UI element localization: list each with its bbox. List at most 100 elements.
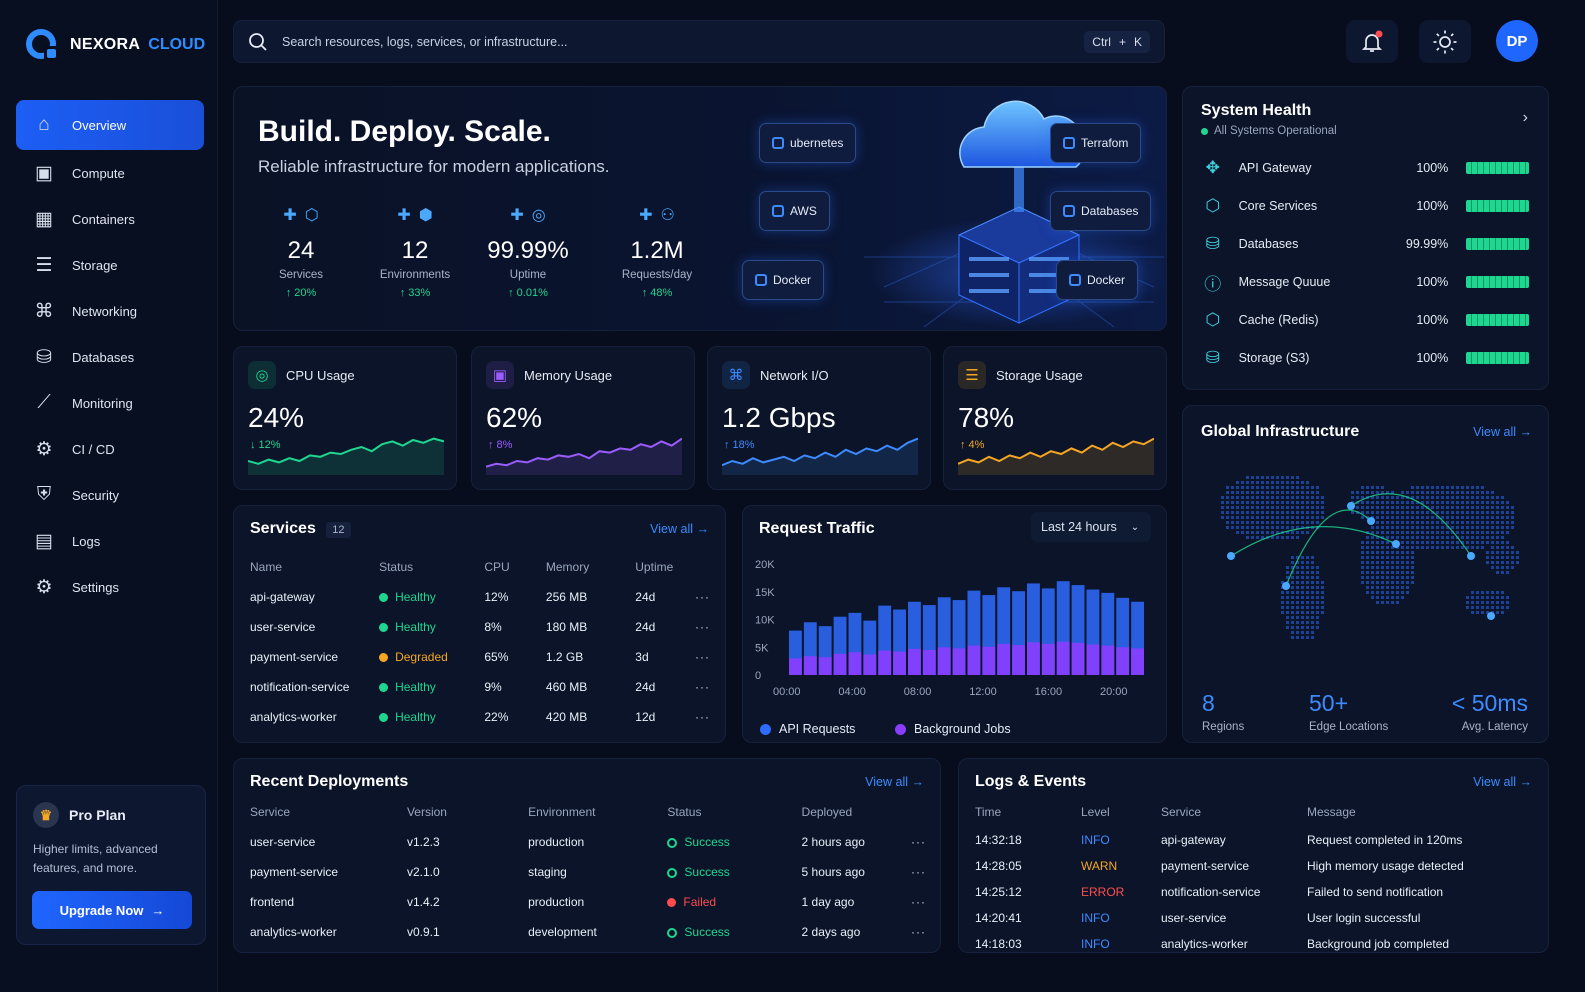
map-dot (1306, 631, 1309, 634)
map-dot (1266, 496, 1269, 499)
sidebar-item-networking[interactable]: ⌘ Networking (16, 288, 204, 334)
metric-sparkline (958, 437, 1154, 475)
services-view-all-link[interactable]: View all → (650, 522, 709, 536)
map-dot (1391, 526, 1394, 529)
user-avatar[interactable]: DP (1496, 20, 1538, 62)
notifications-button[interactable] (1346, 20, 1398, 63)
sidebar-item-logs[interactable]: ▤ Logs (16, 518, 204, 564)
sidebar-item-compute[interactable]: ▣ Compute (16, 150, 204, 196)
more-options-icon[interactable]: ··· (695, 710, 710, 724)
map-dot (1431, 516, 1434, 519)
map-dot (1411, 501, 1414, 504)
more-options-icon[interactable]: ··· (911, 835, 926, 849)
chevron-right-icon[interactable]: › (1522, 109, 1528, 126)
table-row[interactable]: user-service v1.2.3 production Success 2 hou… (250, 827, 926, 857)
metric-card-cpu-usage[interactable]: ◎ CPU Usage 24% ↓ 12% (233, 346, 457, 490)
sidebar-item-settings[interactable]: ⚙ Settings (16, 564, 204, 610)
map-dot (1406, 541, 1409, 544)
map-dot (1306, 636, 1309, 639)
map-dot (1301, 591, 1304, 594)
table-row[interactable]: analytics-worker v0.9.1 development Success… (250, 917, 926, 947)
global-view-all-link[interactable]: View all → (1473, 425, 1532, 439)
metric-card-storage-usage[interactable]: ☰ Storage Usage 78% ↑ 4% (943, 346, 1167, 490)
map-dot (1411, 556, 1414, 559)
map-dot (1291, 566, 1294, 569)
sidebar-item-ci-cd[interactable]: ⚙ CI / CD (16, 426, 204, 472)
sidebar-item-security[interactable]: ⛨ Security (16, 472, 204, 518)
brand-logo[interactable]: NEXORA CLOUD (24, 26, 205, 64)
chip-databases[interactable]: Databases (1050, 191, 1152, 231)
health-row[interactable]: ⬡ Cache (Redis) 100% (1203, 301, 1530, 339)
health-row[interactable]: ⬡ Core Services 100% (1203, 187, 1530, 225)
more-options-icon[interactable]: ··· (695, 650, 710, 664)
map-dot (1246, 511, 1249, 514)
log-row[interactable]: 14:20:41 INFO user-service User login succe… (975, 905, 1535, 931)
sidebar-item-databases[interactable]: ⛁ Databases (16, 334, 204, 380)
chip-kubernetes[interactable]: ubernetes (759, 123, 857, 163)
metric-header: ☰ Storage Usage (958, 361, 1083, 389)
health-row[interactable]: ⛁ Databases 99.99% (1203, 225, 1530, 263)
map-dot (1236, 501, 1239, 504)
more-options-icon[interactable]: ··· (911, 865, 926, 879)
health-row[interactable]: ✥ API Gateway 100% (1203, 149, 1530, 187)
map-dot (1281, 521, 1284, 524)
sidebar-item-overview[interactable]: ⌂ Overview (16, 100, 204, 150)
more-options-icon[interactable]: ··· (695, 620, 710, 634)
cube-icon: ⬢ (418, 207, 433, 224)
chip-docker[interactable]: Docker (742, 260, 825, 300)
table-row[interactable]: payment-service Degraded 65% 1.2 GB 3d ··· (250, 642, 710, 672)
metric-card-network-i-o[interactable]: ⌘ Network I/O 1.2 Gbps ↑ 18% (707, 346, 931, 490)
bar-background-jobs (848, 652, 862, 675)
search-bar[interactable]: Ctrl + K (233, 20, 1165, 63)
map-dot (1251, 526, 1254, 529)
map-dot (1361, 511, 1364, 514)
theme-toggle-button[interactable] (1419, 20, 1471, 63)
map-dot (1296, 521, 1299, 524)
search-input[interactable] (282, 34, 1042, 49)
sidebar-item-containers[interactable]: ▦ Containers (16, 196, 204, 242)
map-dot (1371, 531, 1374, 534)
time-range-select[interactable]: Last 24 hours ⌄ (1031, 512, 1151, 542)
table-row[interactable]: payment-service v2.1.0 staging Success 5 hou… (250, 857, 926, 887)
sidebar-item-label: Networking (72, 303, 138, 319)
log-row[interactable]: 14:18:03 INFO analytics-worker Background j… (975, 931, 1535, 957)
map-dot (1251, 476, 1254, 479)
metric-card-memory-usage[interactable]: ▣ Memory Usage 62% ↑ 8% (471, 346, 695, 490)
table-row[interactable]: api-gateway Healthy 12% 256 MB 24d ··· (250, 582, 710, 612)
map-dot (1316, 601, 1319, 604)
upgrade-button[interactable]: Upgrade Now → (32, 891, 192, 929)
more-options-icon[interactable]: ··· (911, 925, 926, 939)
sidebar-item-monitoring[interactable]: ⟋ Monitoring (16, 380, 204, 426)
health-row[interactable]: ⓘ Message Quuue 100% (1203, 263, 1530, 301)
table-row[interactable]: analytics-worker Healthy 22% 420 MB 12d ··· (250, 702, 710, 732)
table-row[interactable]: notification-service Healthy 9% 460 MB 24d ··… (250, 672, 710, 702)
deployments-view-all-link[interactable]: View all → (865, 775, 924, 789)
table-row[interactable]: user-service Healthy 8% 180 MB 24d ··· (250, 612, 710, 642)
crown-icon: ♛ (33, 802, 59, 828)
map-dot (1281, 601, 1284, 604)
map-dot (1271, 511, 1274, 514)
map-dot (1386, 546, 1389, 549)
more-options-icon[interactable]: ··· (695, 680, 710, 694)
chip-docker-2[interactable]: Docker (1056, 260, 1139, 300)
sidebar-item-label: CI / CD (72, 441, 115, 457)
security-icon: ⛨ (36, 484, 52, 505)
log-row[interactable]: 14:25:12 ERROR notification-service Failed … (975, 879, 1535, 905)
health-row[interactable]: ⛁ Storage (S3) 100% (1203, 339, 1530, 377)
log-row[interactable]: 14:32:18 INFO api-gateway Request completed… (975, 827, 1535, 853)
logs-view-all-link[interactable]: View all → (1473, 775, 1532, 789)
service-cpu: 22% (484, 710, 509, 724)
map-dot (1456, 541, 1459, 544)
map-dot (1266, 531, 1269, 534)
more-options-icon[interactable]: ··· (911, 895, 926, 909)
chip-terraform[interactable]: Terrafom (1050, 123, 1142, 163)
sidebar-item-storage[interactable]: ☰ Storage (16, 242, 204, 288)
log-row[interactable]: 14:28:05 WARN payment-service High memory u… (975, 853, 1535, 879)
more-options-icon[interactable]: ··· (695, 590, 710, 604)
cube-icon: ⬡ (304, 207, 319, 224)
map-dot (1281, 526, 1284, 529)
table-row[interactable]: frontend v1.4.2 production Failed 1 day ago ·… (250, 887, 926, 917)
system-health-title: System Health (1201, 102, 1312, 119)
map-dot (1311, 596, 1314, 599)
chip-aws[interactable]: AWS (759, 191, 830, 231)
